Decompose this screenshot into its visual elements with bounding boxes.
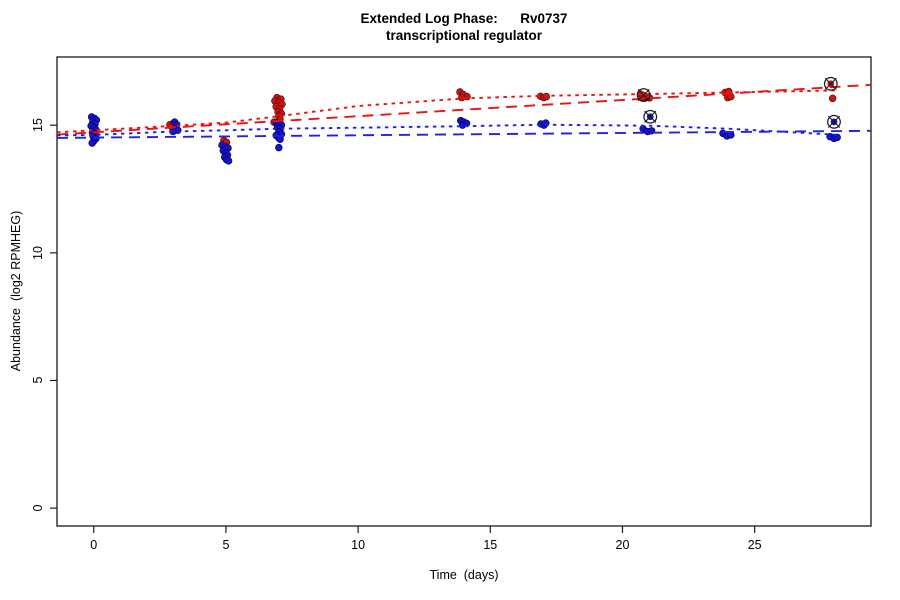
y-tick-label: 5 [31,376,45,384]
red-smooth-fit [56,89,840,134]
y-axis-title: Abundance (log2 RPMHEG) [9,210,23,372]
blue-linear-fit [56,129,872,139]
red-linear-fit [56,83,872,136]
blue-replicates-dot [224,157,233,165]
blue-replicates-dot [275,143,283,152]
flagged-blue-points-circle-marker [643,109,658,124]
blue-replicates-dot [833,133,841,142]
blue-smooth-fit [56,123,840,137]
x-axis-title: Time (days) [429,568,499,582]
flagged-blue-points-circle-marker [827,114,841,129]
y-tick-label: 15 [31,118,45,133]
flagged-blue-points-x-mark [644,110,657,123]
x-tick-label: 25 [747,538,762,552]
chart-title-line1: Extended Log Phase: Rv0737 [360,11,568,26]
red-replicates-dot [828,94,837,103]
flagged-red-points-circle-marker [636,88,651,102]
chart-title-line2: transcriptional regulator [385,28,543,43]
x-tick-label: 20 [615,538,630,552]
plot-border [56,56,872,527]
x-tick-label: 0 [90,538,98,552]
x-tick-label: 15 [483,538,498,552]
chart-title: Extended Log Phase: Rv0737 transcription… [57,10,871,44]
blue-replicates-dot [88,139,96,147]
blue-replicates-dot [458,121,467,129]
y-tick-label: 0 [31,504,45,512]
x-tick-label: 5 [222,538,230,552]
y-tick-label: 10 [31,245,45,260]
flagged-red-points-x-mark [824,77,837,90]
flagged-red-points-circle-marker [823,76,838,91]
x-tick-label: 10 [351,538,366,552]
flagged-red-points-x-mark [637,88,650,102]
flagged-blue-points-x-mark [827,115,841,128]
